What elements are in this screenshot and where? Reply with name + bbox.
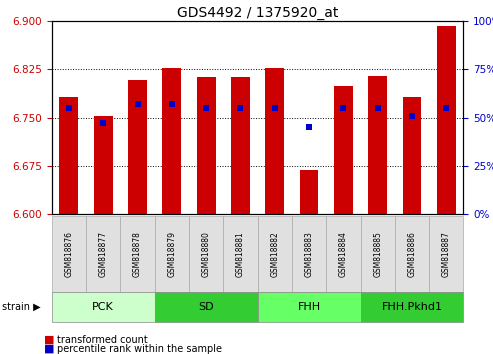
Text: GSM818885: GSM818885 — [373, 231, 382, 277]
Bar — [155, 292, 257, 322]
Text: GSM818880: GSM818880 — [202, 231, 211, 277]
Text: GSM818886: GSM818886 — [407, 231, 417, 277]
Bar — [360, 292, 463, 322]
Text: PCK: PCK — [92, 302, 114, 312]
Bar — [120, 216, 155, 292]
Bar — [334, 86, 353, 214]
Text: SD: SD — [198, 302, 214, 312]
Bar — [257, 292, 360, 322]
Bar — [128, 80, 147, 214]
Bar — [437, 26, 456, 214]
Text: FHH.Pkhd1: FHH.Pkhd1 — [382, 302, 442, 312]
Bar — [94, 116, 113, 214]
Text: ■: ■ — [44, 344, 55, 354]
Bar — [60, 97, 78, 214]
Bar — [257, 216, 292, 292]
Text: transformed count: transformed count — [57, 335, 147, 345]
Bar — [265, 68, 284, 214]
Bar — [231, 77, 250, 214]
Bar — [52, 216, 86, 292]
Bar — [368, 76, 387, 214]
Bar — [402, 97, 422, 214]
Title: GDS4492 / 1375920_at: GDS4492 / 1375920_at — [177, 6, 338, 20]
Text: GSM818887: GSM818887 — [442, 231, 451, 277]
Text: GSM818877: GSM818877 — [99, 231, 108, 277]
Bar — [52, 292, 155, 322]
Bar — [155, 216, 189, 292]
Text: strain ▶: strain ▶ — [2, 302, 41, 312]
Bar — [86, 216, 120, 292]
Bar — [360, 216, 395, 292]
Bar — [197, 77, 215, 214]
Bar — [395, 216, 429, 292]
Bar — [189, 216, 223, 292]
Bar — [300, 170, 318, 214]
Text: GSM818879: GSM818879 — [167, 231, 176, 277]
Text: FHH: FHH — [297, 302, 320, 312]
Text: GSM818878: GSM818878 — [133, 231, 142, 277]
Text: GSM818882: GSM818882 — [270, 231, 279, 277]
Bar — [429, 216, 463, 292]
Text: percentile rank within the sample: percentile rank within the sample — [57, 344, 222, 354]
Bar — [162, 68, 181, 214]
Text: GSM818881: GSM818881 — [236, 231, 245, 277]
Bar — [326, 216, 360, 292]
Text: GSM818883: GSM818883 — [305, 231, 314, 277]
Bar — [223, 216, 257, 292]
Text: GSM818884: GSM818884 — [339, 231, 348, 277]
Text: ■: ■ — [44, 335, 55, 345]
Bar — [292, 216, 326, 292]
Text: GSM818876: GSM818876 — [65, 231, 73, 277]
